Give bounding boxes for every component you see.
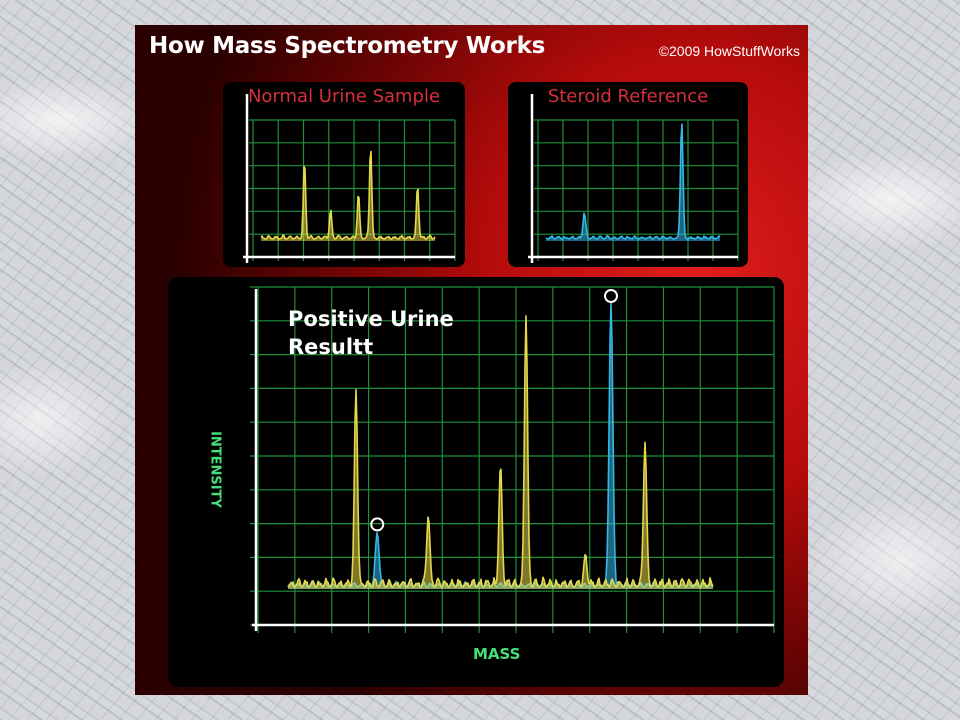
positive-result-plot — [250, 286, 775, 633]
steroid-reference-title: Steroid Reference — [547, 86, 709, 107]
y-axis-label: INTENSITY — [207, 431, 223, 508]
normal-series-area — [261, 151, 435, 241]
steroid-series-area — [546, 124, 720, 241]
match-circle-marker — [604, 289, 618, 303]
yellow-series-area — [288, 315, 713, 589]
normal-sample-plot — [243, 94, 456, 263]
normal-sample-title: Normal Urine Sample — [247, 86, 441, 107]
page-title: How Mass Spectrometry Works — [149, 33, 545, 59]
steroid-reference-plot — [528, 94, 739, 263]
normal-sample-chart: Normal Urine Sample — [223, 82, 465, 267]
match-circle-marker — [370, 517, 385, 532]
normal-series-line — [260, 150, 436, 240]
diagram-panel: How Mass Spectrometry Works ©2009 HowStu… — [135, 25, 808, 695]
steroid-series-line — [545, 123, 721, 240]
yellow-series-line — [287, 315, 714, 588]
positive-result-title: Positive Urine Resultt — [288, 307, 454, 359]
steroid-reference-chart: Steroid Reference — [508, 82, 748, 267]
positive-result-chart: Positive Urine Resultt INTENSITY MASS — [168, 277, 784, 687]
copyright-credit: ©2009 HowStuffWorks — [658, 43, 800, 59]
x-axis-label: MASS — [473, 645, 521, 663]
